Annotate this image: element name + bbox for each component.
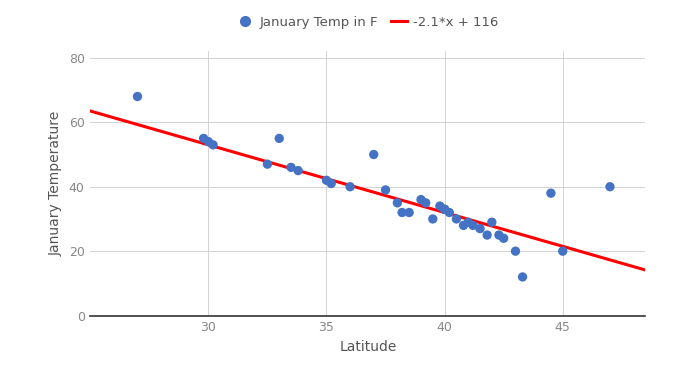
Point (439, 206, 450, 212)
Point (203, 139, 214, 145)
Point (392, 200, 403, 206)
Point (428, 216, 439, 222)
Point (416, 197, 427, 203)
Point (443, 210, 455, 215)
Legend: January Temp in F, -2.1*x + 116: January Temp in F, -2.1*x + 116 (232, 10, 504, 34)
Point (434, 203, 446, 209)
Point (493, 232, 505, 238)
Point (198, 135, 209, 141)
Point (369, 152, 380, 157)
Point (498, 235, 509, 241)
Point (545, 190, 557, 196)
Point (557, 248, 568, 254)
X-axis label: Latitude: Latitude (339, 340, 396, 354)
Point (604, 184, 616, 190)
Point (273, 135, 285, 141)
Point (475, 226, 486, 232)
Point (482, 232, 493, 238)
Point (344, 184, 355, 190)
Point (439, 206, 450, 212)
Point (451, 216, 462, 222)
Point (325, 181, 337, 186)
Point (463, 219, 474, 225)
Point (208, 142, 219, 148)
Point (467, 222, 478, 228)
Point (486, 219, 498, 225)
Point (380, 187, 391, 193)
Point (262, 161, 273, 167)
Y-axis label: January Temperature: January Temperature (49, 111, 63, 256)
Point (293, 168, 304, 174)
Point (404, 210, 415, 215)
Point (420, 200, 431, 206)
Point (458, 222, 469, 228)
Point (517, 274, 528, 280)
Point (132, 94, 143, 99)
Point (396, 210, 407, 215)
Point (321, 177, 332, 183)
Point (285, 164, 296, 170)
Point (510, 248, 521, 254)
